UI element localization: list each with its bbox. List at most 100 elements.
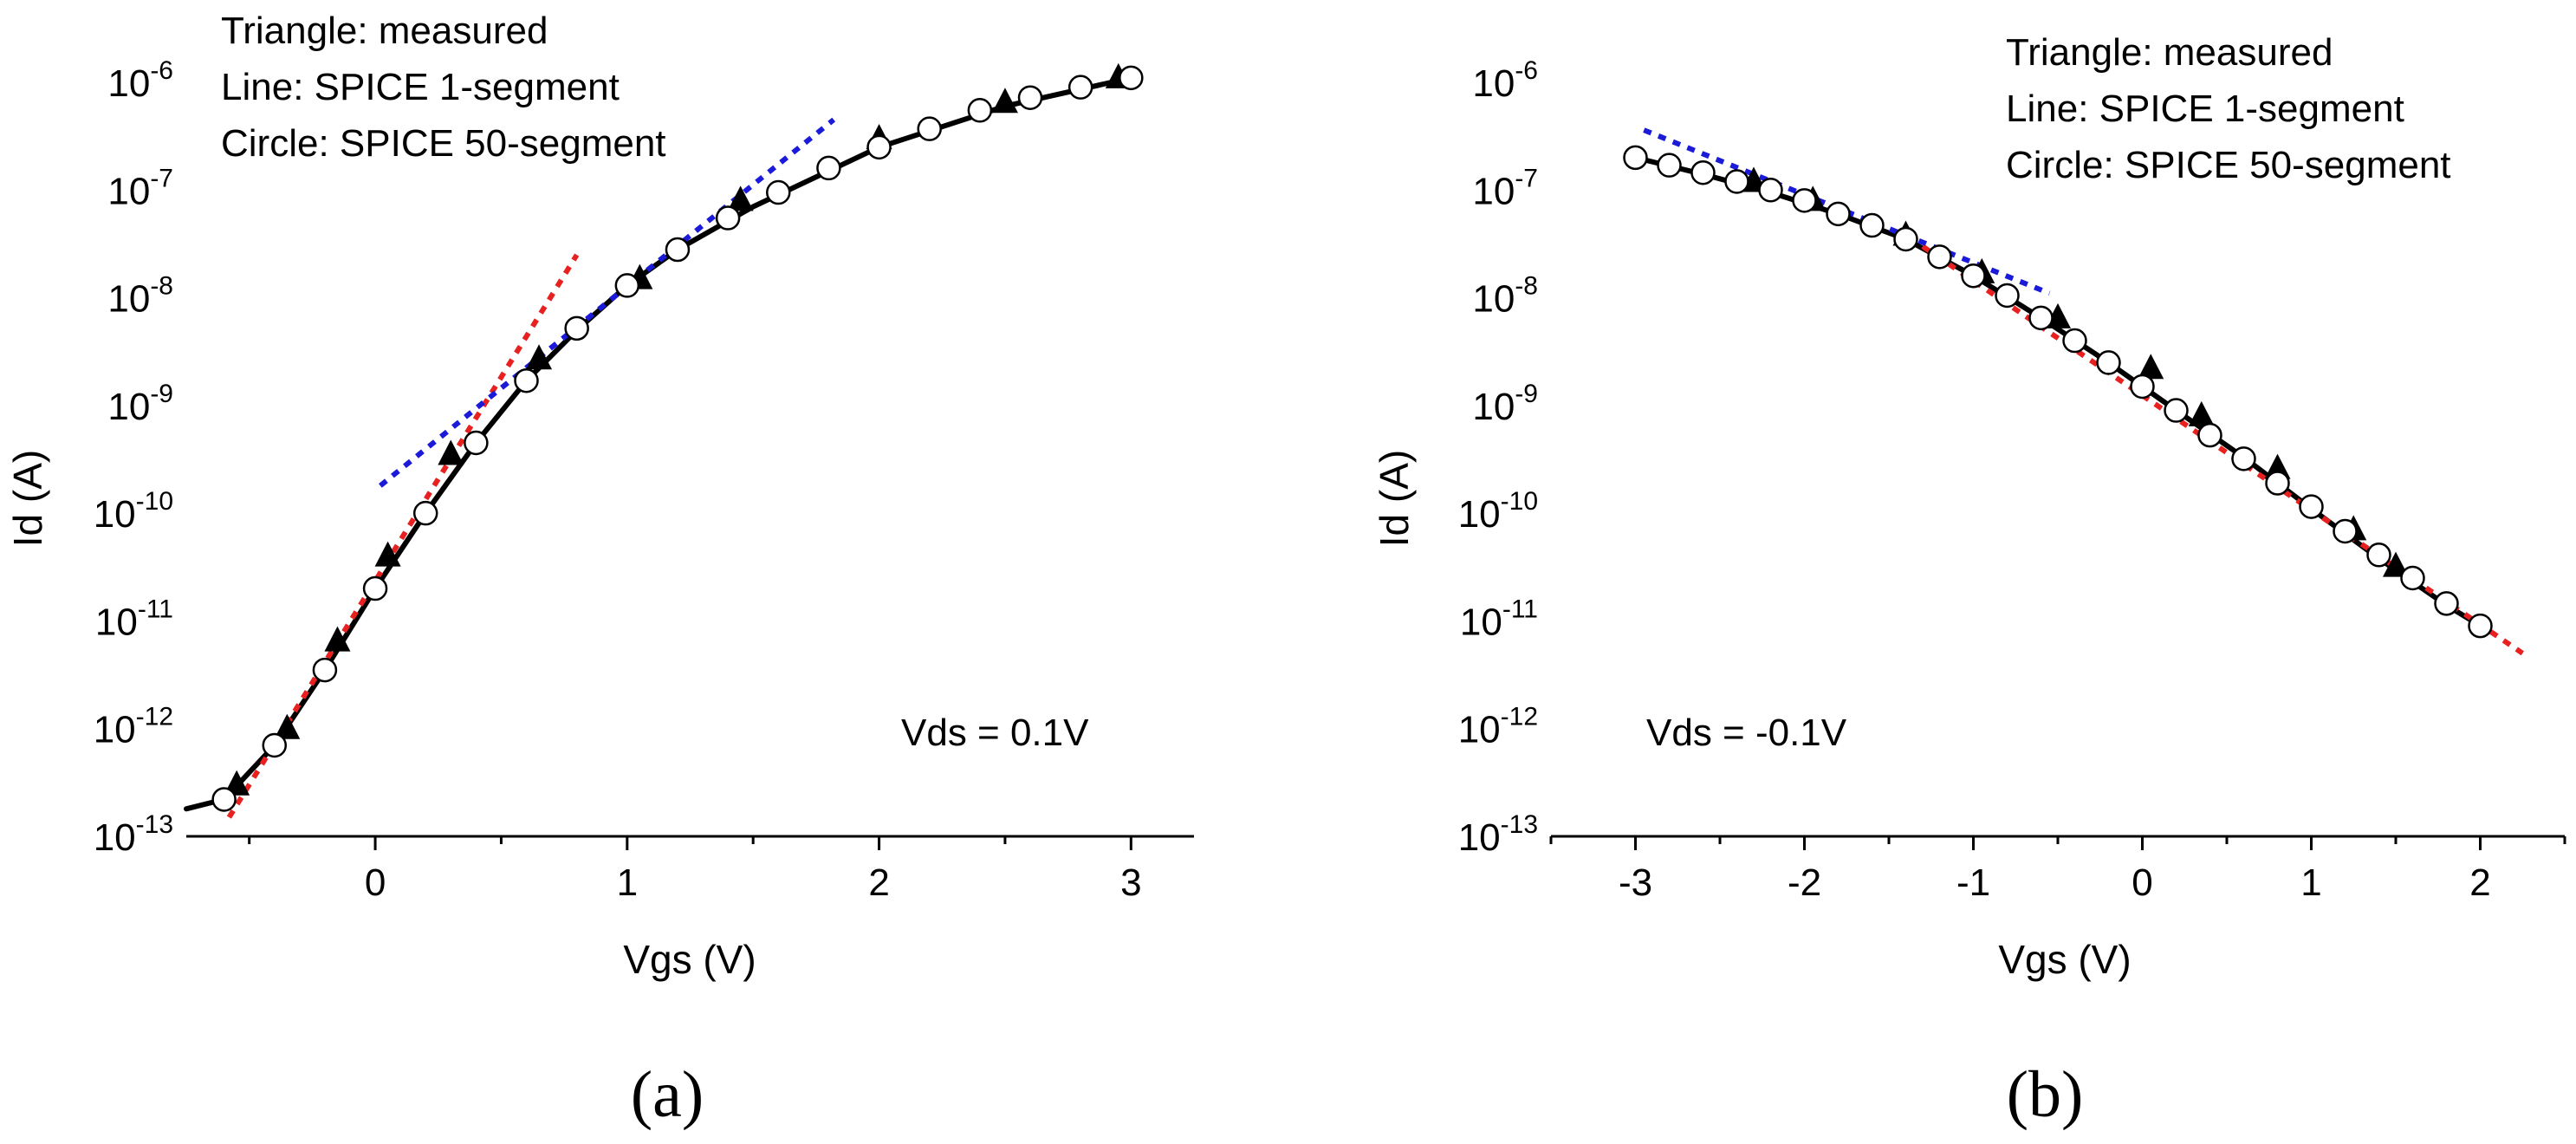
panel-b-x-axis-title: Vgs (V): [1998, 937, 2131, 982]
panel-b-spice50-point: [1859, 212, 1885, 238]
panel-b-spice50-point: [1826, 201, 1851, 227]
panel-a-y-tick-label: 10-9: [107, 380, 173, 428]
panel-b-measured-point: [2138, 354, 2164, 380]
panel-a-measured-point: [324, 626, 351, 652]
panel-b-spice50-point: [2096, 350, 2121, 375]
panel-a-measured-point: [991, 88, 1018, 114]
panel-b-spice50-point: [1724, 169, 1749, 194]
panel-a-legend: Triangle: measured Line: SPICE 1-segment…: [221, 10, 666, 165]
panel-a-x-tick-label: 1: [617, 861, 638, 904]
panel-b: -3 -2 -1 0 1 2 10-13 10-12 10-11 10-10 10-9 10-8 10-…: [1372, 31, 2566, 1131]
panel-b-spice50-point: [1792, 188, 1817, 213]
panel-a-spice50-point: [665, 237, 691, 263]
panel-a-legend-line: Line: SPICE 1-segment: [221, 66, 620, 108]
panel-b-vds-annotation: Vds = -0.1V: [1646, 712, 1847, 754]
panel-a-measured-point: [374, 541, 401, 567]
panel-b-x-tick-label: 1: [2300, 861, 2321, 904]
panel-a-spice50-point: [412, 500, 438, 526]
panel-a-y-tick-label: 10-6: [107, 56, 173, 105]
panel-b-measured-point: [2188, 400, 2215, 426]
panel-a-y-axis-title: Id (A): [5, 450, 50, 547]
panel-b-x-tick-label: 0: [2132, 861, 2152, 904]
panel-b-spice50-point: [2197, 422, 2222, 448]
panel-a-plot-area: 0 1 2 3 10-13 10-12 10-11 10-10 10-9 10-8 10-7 10-6: [94, 56, 1144, 904]
panel-a-spice50-point: [766, 179, 791, 205]
panel-b-spice50-point: [2366, 543, 2391, 568]
panel-b-y-axis-title: Id (A): [1372, 450, 1417, 547]
panel-a-spice50-point: [564, 315, 589, 341]
panel-b-caption: (b): [2007, 1058, 2084, 1131]
panel-b-series-spice-1-segment: [1632, 154, 2483, 629]
panel-a-legend-triangle: Triangle: measured: [221, 10, 548, 52]
panel-a-spice50-point: [816, 155, 841, 181]
panel-b-spice50-point: [2062, 328, 2087, 354]
panel-b-legend-triangle: Triangle: measured: [2006, 31, 2333, 74]
panel-b-x-tick-label: -3: [1619, 861, 1652, 904]
panel-b-spice50-point: [1927, 244, 1952, 270]
panel-b-plot-area: -3 -2 -1 0 1 2 10-13 10-12 10-11 10-10 10-9 10-8 10-…: [1458, 56, 2566, 904]
panel-a-measured-point: [438, 439, 464, 465]
panel-b-spice50-point: [1893, 226, 1918, 252]
panel-b-spice50-point: [1995, 283, 2020, 309]
panel-b-x-tick-label: -1: [1956, 861, 1990, 904]
panel-a-y-tick-label: 10-13: [94, 810, 173, 859]
panel-b-y-tick-label: 10-11: [1460, 595, 1538, 643]
panel-a-spice50-point: [312, 657, 338, 683]
panel-b-spice50-point: [2299, 494, 2324, 519]
panel-b-spice50-point: [2265, 471, 2290, 496]
panel-b-y-tick-label: 10-10: [1458, 487, 1538, 536]
panel-b-spice50-point: [2434, 591, 2459, 616]
panel-b-y-tick-label: 10-8: [1472, 272, 1538, 321]
panel-b-spice50-point: [1961, 263, 1986, 289]
panel-b-measured-point: [2383, 551, 2409, 577]
panel-a-x-axis-title: Vgs (V): [623, 937, 756, 982]
panel-a-spice50-point: [866, 134, 892, 160]
panel-b-x-tick-label: -2: [1788, 861, 1821, 904]
panel-a-series-blue-fit: [379, 117, 836, 488]
panel-b-spice50-point: [2028, 305, 2054, 331]
panel-a-spice50-point: [362, 575, 388, 601]
panel-a-measured-point: [274, 713, 301, 739]
panel-a-series-spice-1-segment: [184, 75, 1134, 812]
panel-a-spice50-point: [1119, 65, 1144, 91]
panel-b-spice50-point: [2468, 613, 2493, 639]
panel-b-series-red-fit: [1921, 244, 2524, 656]
panel-b-spice50-point: [1623, 145, 1648, 171]
panel-b-y-tick-label: 10-6: [1472, 56, 1538, 105]
panel-b-spice50-point: [2333, 518, 2358, 544]
panel-b-spice50-point: [1690, 159, 1716, 185]
panel-b-spice50-point: [1657, 153, 1682, 178]
panel-b-y-tick-label: 10-12: [1458, 703, 1538, 751]
panel-a-spice50-point: [1017, 85, 1043, 110]
panel-a-y-tick-label: 10-11: [95, 595, 173, 643]
panel-a-spice50-point: [1067, 75, 1093, 100]
panel-a-spice50-point: [715, 205, 741, 231]
panel-a-legend-circle: Circle: SPICE 50-segment: [221, 122, 666, 165]
panel-a-spice50-point: [967, 98, 993, 123]
panel-b-spice50-point: [2164, 398, 2189, 423]
panel-a-x-tick-label: 3: [1120, 861, 1141, 904]
panel-a-spice50-point: [917, 116, 942, 141]
panel-b-legend-circle: Circle: SPICE 50-segment: [2006, 144, 2451, 186]
panel-a-spice50-point: [614, 273, 640, 298]
panel-b-x-tick-label: 2: [2469, 861, 2490, 904]
panel-b-legend-line: Line: SPICE 1-segment: [2006, 88, 2404, 130]
panel-a-caption: (a): [631, 1058, 704, 1131]
panel-b-spice50-point: [2130, 374, 2155, 400]
panel-b-spice50-point: [2400, 565, 2425, 591]
panel-a-y-tick-label: 10-10: [94, 487, 173, 536]
panel-b-y-tick-label: 10-7: [1472, 164, 1538, 212]
panel-b-legend: Triangle: measured Line: SPICE 1-segment…: [2006, 31, 2451, 186]
panel-a-measured-point: [526, 344, 553, 370]
panel-a-y-tick-label: 10-12: [94, 703, 173, 751]
panel-a-y-tick-label: 10-8: [107, 272, 173, 321]
panel-a-spice50-point: [262, 732, 288, 758]
panel-a-x-tick-label: 2: [868, 861, 889, 904]
panel-a-vds-annotation: Vds = 0.1V: [901, 712, 1089, 754]
panel-b-spice50-point: [2231, 446, 2256, 471]
panel-b-measured-point: [2264, 453, 2291, 479]
panel-a-y-tick-label: 10-7: [107, 164, 173, 212]
panel-b-y-tick-label: 10-9: [1472, 380, 1538, 428]
panel-a-spice50-point: [464, 430, 489, 456]
